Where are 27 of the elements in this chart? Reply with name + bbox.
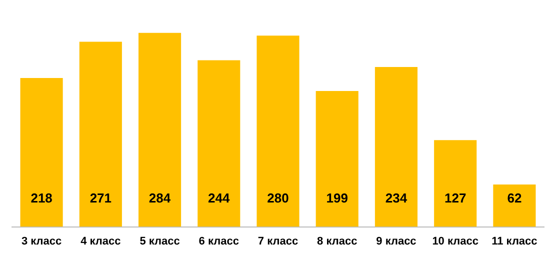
- x-tick-label: 3 класс: [21, 235, 62, 248]
- bar: [256, 36, 300, 227]
- data-label: 62: [507, 190, 522, 206]
- data-label: 199: [326, 190, 348, 206]
- bar: [493, 184, 536, 227]
- x-tick-label: 11 класс: [492, 235, 538, 248]
- bar: [316, 90, 358, 227]
- bar: [374, 67, 418, 227]
- data-label: 127: [444, 190, 466, 206]
- x-tick-label: 4 класс: [80, 235, 121, 248]
- bar: [434, 140, 477, 227]
- x-tick-label: 8 класс: [317, 235, 358, 248]
- bar: [20, 78, 63, 227]
- data-label: 271: [90, 190, 112, 206]
- bar: [79, 42, 122, 227]
- x-tick-label: 5 класс: [140, 235, 180, 248]
- x-tick-label: 6 класс: [198, 235, 239, 248]
- data-label: 284: [148, 190, 172, 206]
- data-label: 234: [385, 190, 408, 206]
- bar: [198, 60, 240, 227]
- data-label: 280: [267, 190, 289, 206]
- bar: [138, 32, 182, 227]
- data-label: 244: [208, 190, 230, 206]
- x-tick-label: 9 класс: [376, 235, 416, 248]
- x-tick-label: 10 класс: [432, 235, 478, 248]
- x-tick-label: 7 класс: [258, 235, 298, 248]
- data-label: 218: [30, 190, 52, 206]
